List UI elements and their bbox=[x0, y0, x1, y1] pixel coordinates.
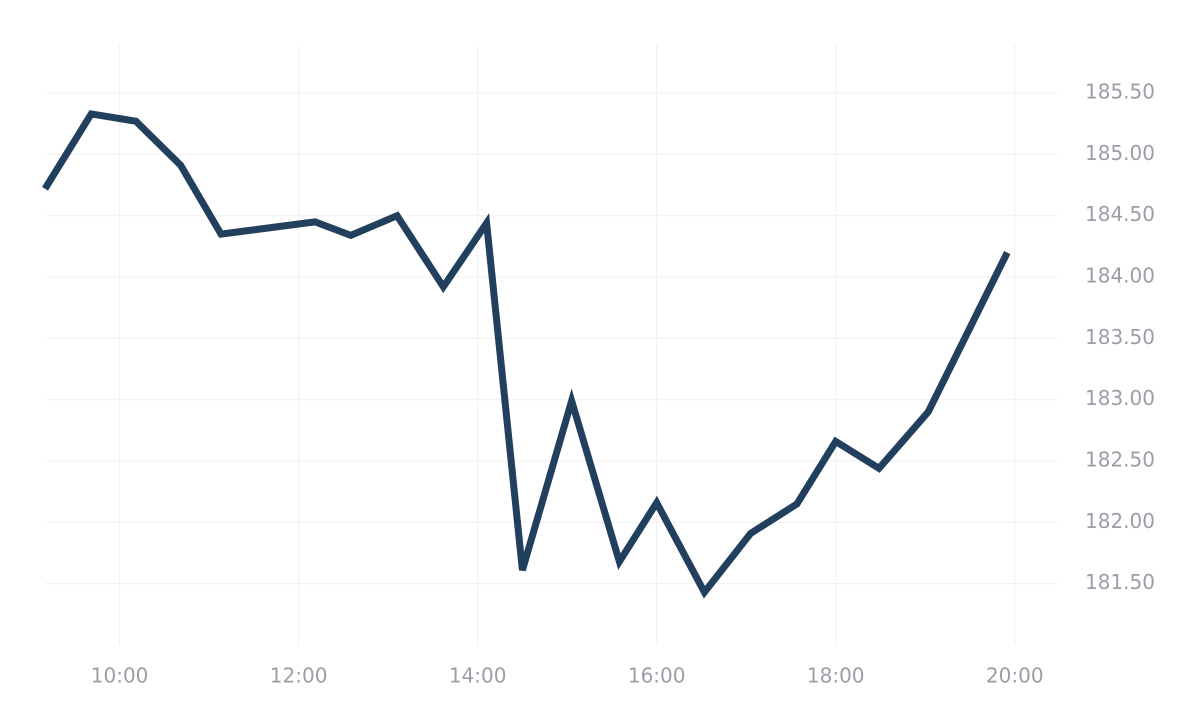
y-tick-label: 184.00 bbox=[1085, 264, 1155, 288]
y-tick-label: 183.50 bbox=[1085, 325, 1155, 349]
x-tick-label: 12:00 bbox=[270, 664, 328, 688]
x-tick-label: 14:00 bbox=[449, 664, 507, 688]
x-tick-label: 16:00 bbox=[628, 664, 686, 688]
y-tick-label: 182.50 bbox=[1085, 448, 1155, 472]
y-tick-label: 182.00 bbox=[1085, 509, 1155, 533]
x-tick-label: 18:00 bbox=[807, 664, 865, 688]
y-tick-label: 183.00 bbox=[1085, 386, 1155, 410]
price-line bbox=[42, 110, 1011, 599]
x-tick-label: 10:00 bbox=[91, 664, 149, 688]
y-tick-label: 185.50 bbox=[1085, 80, 1155, 104]
y-tick-label: 184.50 bbox=[1085, 202, 1155, 226]
x-tick-label: 20:00 bbox=[986, 664, 1044, 688]
y-tick-label: 181.50 bbox=[1085, 570, 1155, 594]
y-tick-label: 185.00 bbox=[1085, 141, 1155, 165]
